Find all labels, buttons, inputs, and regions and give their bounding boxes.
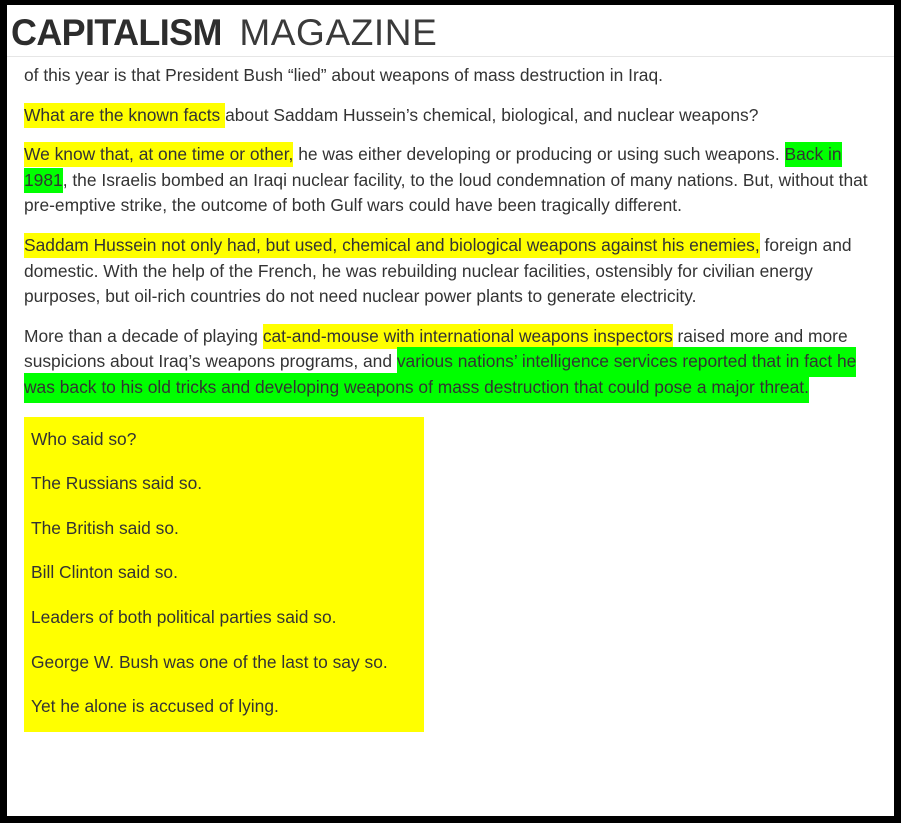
list-item: The British said so. bbox=[31, 517, 179, 538]
paragraph-2-text: about Saddam Hussein’s chemical, biologi… bbox=[225, 104, 759, 125]
list-item: Who said so? bbox=[31, 428, 137, 449]
paragraph-5: More than a decade of playing cat-and-mo… bbox=[24, 323, 884, 403]
highlighted-list-block: Who said so? The Russians said so. The B… bbox=[24, 416, 424, 732]
paragraph-3-text-a: he was either developing or producing or… bbox=[293, 144, 785, 165]
paragraph-1: of this year is that President Bush “lie… bbox=[24, 63, 884, 89]
paragraph-5-text-b: raised more and more suspicions about Ir… bbox=[24, 325, 848, 372]
paragraph-5-text-a: More than a decade of playing bbox=[24, 325, 263, 346]
list-item: Yet he alone is accused of lying. bbox=[31, 696, 279, 717]
site-logo[interactable]: CAPITALISM MAGAZINE bbox=[11, 14, 437, 51]
paragraph-4-text: foreign and domestic. With the help of t… bbox=[24, 234, 852, 307]
paragraph-4: Saddam Hussein not only had, but used, c… bbox=[24, 232, 884, 310]
site-masthead: CAPITALISM MAGAZINE bbox=[7, 5, 894, 57]
highlight-yellow-we-know-that: We know that, at one time or other, bbox=[24, 142, 294, 168]
list-item: Leaders of both political parties said s… bbox=[31, 606, 337, 627]
paragraph-3-text-b: , the Israelis bombed an Iraqi nuclear f… bbox=[24, 169, 868, 216]
list-item: Bill Clinton said so. bbox=[31, 562, 178, 583]
logo-word-capitalism: CAPITALISM bbox=[11, 12, 222, 53]
article-body: of this year is that President Bush “lie… bbox=[7, 57, 894, 732]
paragraph-2: What are the known facts about Saddam Hu… bbox=[24, 102, 884, 129]
highlight-yellow-saddam-hussein: Saddam Hussein not only had, but used, c… bbox=[24, 232, 760, 258]
highlight-yellow-known-facts: What are the known facts bbox=[24, 102, 226, 128]
logo-word-magazine: MAGAZINE bbox=[239, 12, 438, 53]
list-item: The Russians said so. bbox=[31, 473, 203, 494]
paragraph-3: We know that, at one time or other, he w… bbox=[24, 142, 884, 219]
paragraph-1-text: of this year is that President Bush “lie… bbox=[24, 65, 663, 85]
list-item: George W. Bush was one of the last to sa… bbox=[31, 651, 388, 672]
highlight-yellow-cat-and-mouse: cat-and-mouse with international weapons… bbox=[262, 323, 673, 349]
